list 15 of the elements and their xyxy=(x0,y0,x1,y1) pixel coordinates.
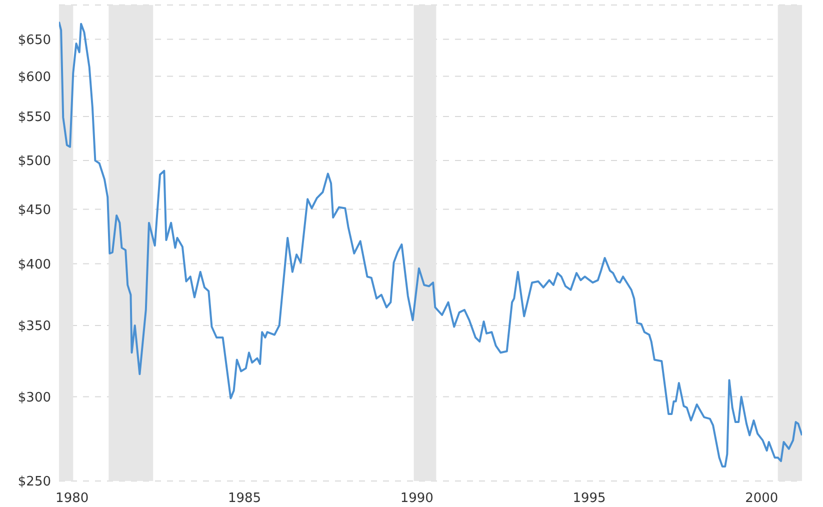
x-tick-label: 2000 xyxy=(745,491,778,506)
y-tick-label: $400 xyxy=(18,257,51,272)
x-tick-label: 1995 xyxy=(572,491,606,506)
y-tick-label: $650 xyxy=(18,32,51,48)
y-tick-label: $450 xyxy=(18,202,51,218)
y-tick-label: $250 xyxy=(18,474,51,490)
y-tick-label: $300 xyxy=(18,390,51,406)
x-tick-label: 1985 xyxy=(228,491,262,506)
y-tick-label: $500 xyxy=(18,154,51,170)
y-tick-label: $550 xyxy=(18,110,51,126)
y-tick-label: $350 xyxy=(18,319,51,334)
x-tick-label: 1980 xyxy=(56,491,89,506)
line-series xyxy=(59,20,802,468)
y-tick-label: $600 xyxy=(18,70,51,85)
x-tick-label: 1990 xyxy=(400,491,434,506)
